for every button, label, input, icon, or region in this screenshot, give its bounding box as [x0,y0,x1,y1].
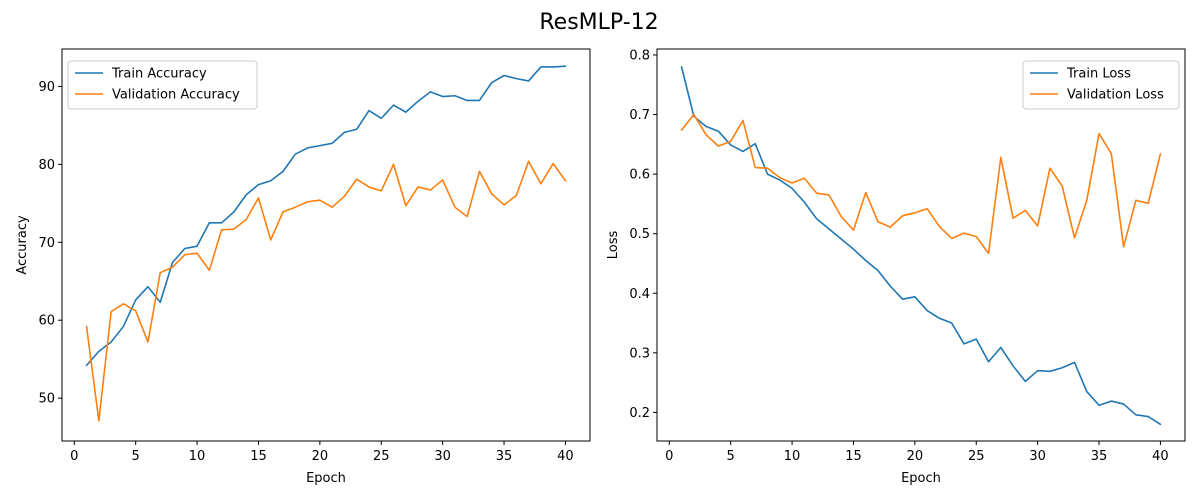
loss-legend: Train Loss Validation Loss [1022,60,1180,110]
loss-x-tick-label: 30 [1029,449,1046,464]
loss-x-tick-label: 40 [1152,449,1169,464]
loss-legend-frame [1022,60,1180,110]
loss-chart: 0 5 10 15 20 25 30 35 40 0.2 0.3 0.4 0.5 0.6 0.7 0.8 Epo… [606,48,1186,486]
accuracy-y-tick-label: 60 [38,314,55,329]
accuracy-y-tick-label: 70 [38,236,55,251]
accuracy-y-axis-label: Accuracy [15,215,30,275]
loss-series-line-0 [680,66,1162,426]
loss-x-tick-label: 20 [907,449,924,464]
accuracy-x-tick-label: 15 [250,449,267,464]
loss-x-tick-label: 10 [784,449,801,464]
loss-y-tick-label: 0.6 [629,168,650,183]
loss-x-axis-label: Epoch [901,471,941,486]
accuracy-x-tick-label: 20 [312,449,329,464]
loss-x-tick-label: 15 [845,449,862,464]
accuracy-legend-frame [67,60,258,110]
accuracy-x-tick-label: 0 [70,449,78,464]
loss-x-tick-label: 0 [665,449,673,464]
loss-x-tick-label: 25 [968,449,985,464]
accuracy-x-tick-label: 25 [373,449,390,464]
accuracy-series-line-1 [85,160,567,422]
accuracy-y-tick-label: 80 [38,158,55,173]
accuracy-legend: Train Accuracy Validation Accuracy [67,60,258,110]
loss-y-tick-label: 0.7 [629,108,650,123]
accuracy-x-tick-label: 40 [557,449,574,464]
loss-y-tick-label: 0.8 [629,48,650,63]
accuracy-x-tick-label: 35 [496,449,513,464]
accuracy-x-axis-label: Epoch [306,471,346,486]
loss-y-tick-label: 0.2 [629,406,650,421]
loss-legend-label-1: Validation Loss [1067,88,1164,103]
accuracy-x-tick-label: 10 [189,449,206,464]
accuracy-y-tick-label: 50 [38,392,55,407]
loss-plot-frame [656,48,1186,442]
loss-legend-label-0: Train Loss [1066,67,1131,82]
accuracy-series-line-0 [85,65,567,367]
accuracy-y-tick-label: 90 [38,80,55,95]
accuracy-x-tick-label: 5 [132,449,140,464]
loss-x-tick-label: 5 [727,449,735,464]
loss-y-tick-label: 0.4 [629,287,650,302]
accuracy-chart: 0 5 10 15 20 25 30 35 40 50 60 70 80 90 Epoch Accuracy T… [15,48,591,486]
loss-x-tick-label: 35 [1091,449,1108,464]
loss-y-tick-label: 0.3 [629,346,650,361]
accuracy-x-tick-label: 30 [434,449,451,464]
loss-y-axis-label: Loss [606,231,621,260]
accuracy-plot-frame [61,48,591,442]
loss-series-line-1 [680,113,1162,255]
accuracy-legend-label-0: Train Accuracy [111,67,207,82]
accuracy-legend-label-1: Validation Accuracy [112,88,240,103]
figure-title: ResMLP-12 [539,10,658,35]
loss-y-tick-label: 0.5 [629,227,650,242]
